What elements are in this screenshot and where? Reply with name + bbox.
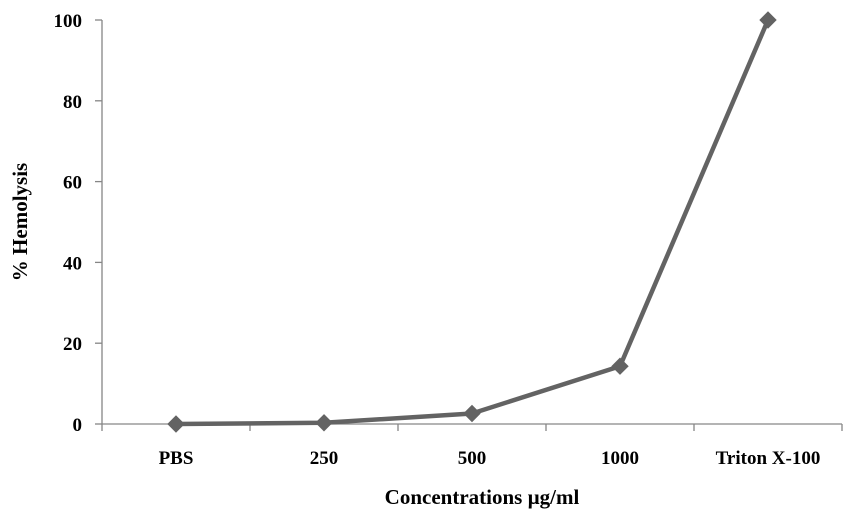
y-tick-label: 40 (63, 253, 82, 274)
y-axis-ticks: 0 20 40 60 80 100 (54, 11, 102, 436)
x-tick-label: 500 (458, 448, 487, 469)
x-axis-title: Concentrations µg/ml (385, 485, 580, 509)
x-tick-label: Triton X-100 (716, 448, 821, 469)
series-line (173, 17, 771, 427)
y-tick-label: 0 (73, 415, 83, 436)
x-tick-label: 250 (310, 448, 339, 469)
series-group (167, 11, 777, 433)
y-tick-label: 20 (63, 334, 82, 355)
data-point-marker (759, 11, 777, 29)
y-tick-label: 100 (54, 11, 83, 32)
y-tick-label: 80 (63, 92, 82, 113)
x-tick-label: 1000 (601, 448, 639, 469)
y-tick-label: 60 (63, 173, 82, 194)
data-point-marker (167, 415, 185, 433)
x-tick-label: PBS (159, 448, 194, 469)
data-point-marker (463, 404, 481, 423)
x-axis-ticks: PBS 250 500 1000 Triton X-100 (101, 424, 843, 469)
y-axis-title: % Hemolysis (8, 163, 32, 281)
data-point-marker (611, 357, 629, 375)
data-point-marker (315, 414, 333, 432)
